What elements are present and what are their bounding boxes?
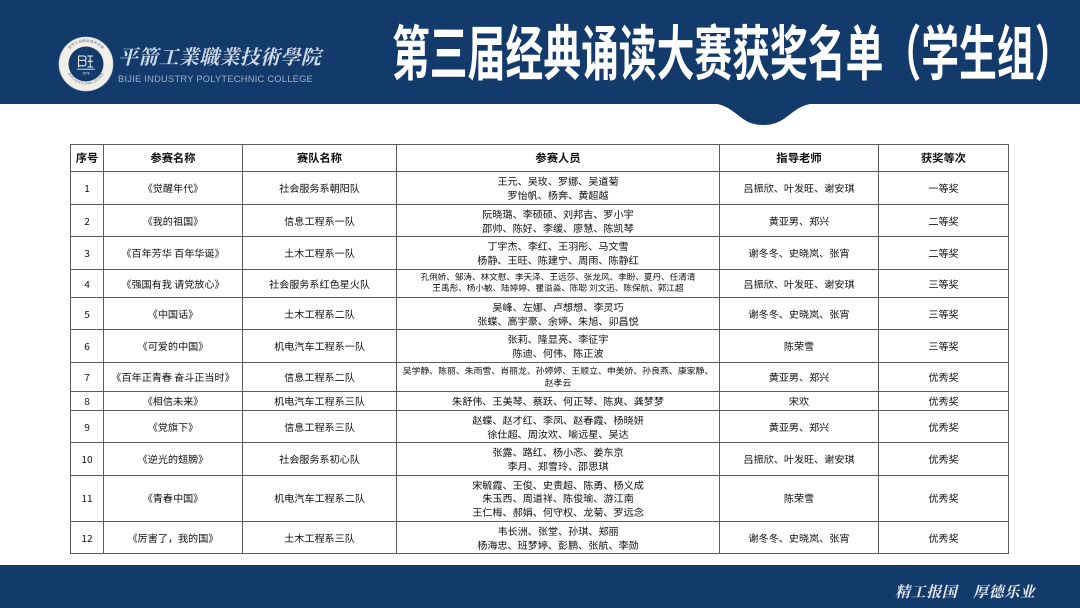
svg-text:1978: 1978 xyxy=(82,72,89,76)
